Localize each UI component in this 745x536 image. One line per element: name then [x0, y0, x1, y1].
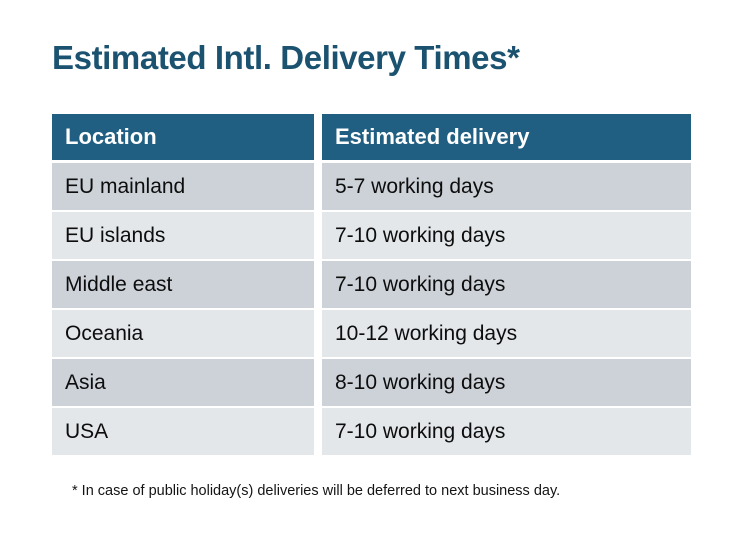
- cell-location: EU islands: [52, 212, 314, 259]
- table-row: EU mainland 5-7 working days: [52, 163, 691, 210]
- cell-estimated-delivery: 5-7 working days: [322, 163, 691, 210]
- cell-location: USA: [52, 408, 314, 455]
- page-title: Estimated Intl. Delivery Times*: [52, 39, 520, 76]
- footnote-text: * In case of public holiday(s) deliverie…: [72, 483, 561, 499]
- estimated-delivery-times-table: Location Estimated delivery EU mainland …: [52, 114, 691, 457]
- cell-estimated-delivery: 8-10 working days: [322, 359, 691, 406]
- cell-estimated-delivery: 7-10 working days: [322, 261, 691, 308]
- column-header-estimated-delivery: Estimated delivery: [322, 114, 691, 160]
- table-row: EU islands 7-10 working days: [52, 212, 691, 259]
- column-header-location: Location: [52, 114, 314, 160]
- cell-location: Oceania: [52, 310, 314, 357]
- table-row: Middle east 7-10 working days: [52, 261, 691, 308]
- table-header-row: Location Estimated delivery: [52, 114, 691, 160]
- table-row: Oceania 10-12 working days: [52, 310, 691, 357]
- table-row: USA 7-10 working days: [52, 408, 691, 455]
- cell-estimated-delivery: 10-12 working days: [322, 310, 691, 357]
- cell-estimated-delivery: 7-10 working days: [322, 212, 691, 259]
- cell-location: Middle east: [52, 261, 314, 308]
- cell-location: Asia: [52, 359, 314, 406]
- table-row: Asia 8-10 working days: [52, 359, 691, 406]
- cell-location: EU mainland: [52, 163, 314, 210]
- cell-estimated-delivery: 7-10 working days: [322, 408, 691, 455]
